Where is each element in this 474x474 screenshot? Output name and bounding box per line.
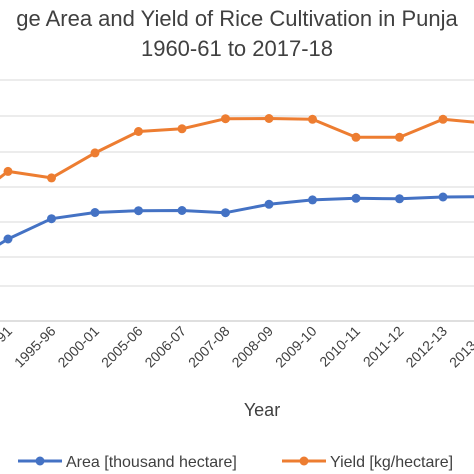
data-point [308, 195, 317, 205]
data-point [177, 124, 187, 134]
data-point [438, 192, 448, 202]
x-tick-label: 2012-13 [402, 323, 450, 371]
legend-item-yield: Yield [kg/hectare] [282, 454, 453, 471]
data-point [264, 199, 274, 209]
chart-title-line2: 1960-61 to 2017-18 [141, 36, 333, 61]
legend-item-area: Area [thousand hectare] [18, 454, 237, 471]
x-tick-label: 2007-08 [185, 323, 233, 371]
data-point [134, 206, 143, 216]
x-tick-label: 2009-10 [272, 323, 320, 371]
x-tick-label: 2013-14 [446, 323, 474, 371]
data-point [3, 166, 13, 176]
legend-label-yield: Yield [kg/hectare] [330, 454, 453, 471]
x-tick-label: 1995-96 [11, 323, 59, 371]
data-point [351, 193, 361, 203]
series-line-0 [0, 195, 474, 246]
data-point [90, 148, 100, 158]
data-point [177, 206, 187, 215]
data-point [47, 214, 56, 224]
x-tick-label: -91 [0, 323, 15, 349]
data-point [395, 132, 404, 142]
x-tick-label: 2005-06 [98, 323, 146, 371]
data-point [438, 114, 448, 124]
data-point [221, 114, 230, 124]
x-tick-label: 2010-11 [316, 323, 363, 370]
data-point [308, 114, 317, 124]
x-tick-label: 2006-07 [141, 323, 189, 371]
x-tick-label: 2008-09 [228, 323, 276, 371]
series-layer [0, 114, 474, 246]
x-axis-title: Year [244, 400, 280, 420]
data-point [351, 132, 361, 142]
x-tick-labels: -911995-962000-012005-062006-072007-0820… [0, 323, 474, 371]
x-tick-label: 2011-12 [360, 323, 407, 370]
data-point [221, 208, 230, 218]
chart-title-line1: ge Area and Yield of Rice Cultivation in… [16, 6, 458, 31]
data-point [134, 127, 143, 136]
legend-label-area: Area [thousand hectare] [66, 454, 237, 471]
series-line-1 [0, 117, 474, 180]
legend: Area [thousand hectare] Yield [kg/hectar… [18, 454, 453, 471]
x-tick-label: 2000-01 [54, 323, 102, 371]
gridlines [0, 79, 474, 322]
data-point [3, 234, 13, 244]
data-point [395, 194, 404, 204]
data-point [47, 173, 56, 183]
data-point [264, 114, 274, 123]
data-point [90, 208, 100, 217]
